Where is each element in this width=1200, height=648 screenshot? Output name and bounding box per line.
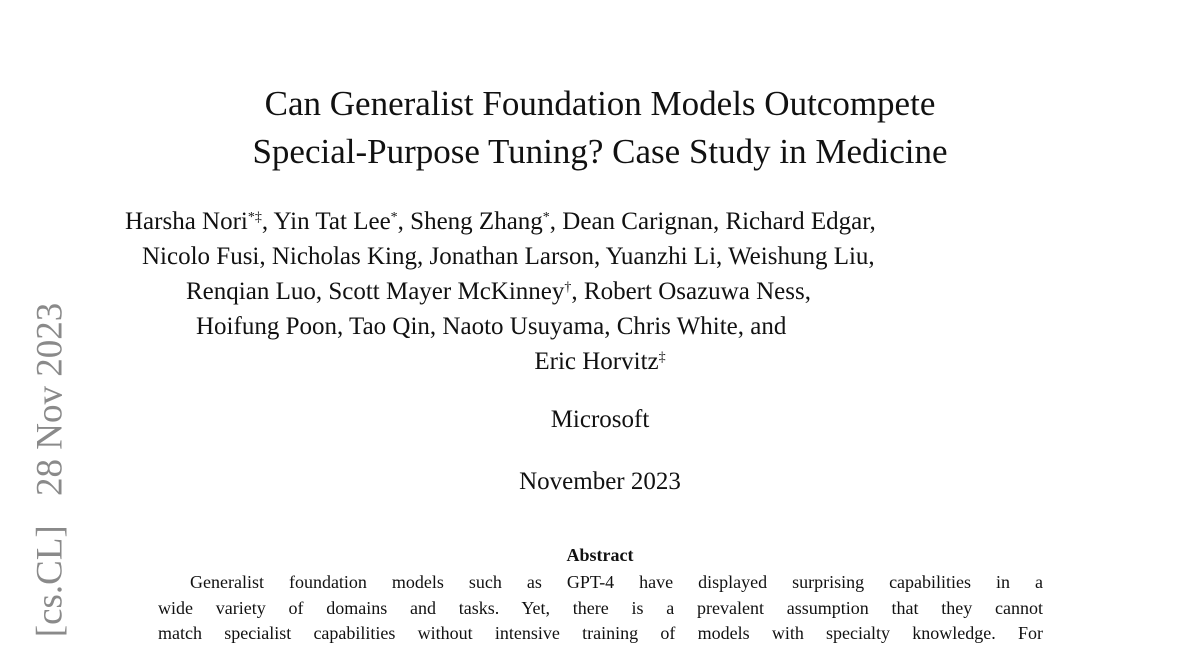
author-line: Harsha Nori*‡, Yin Tat Lee*, Sheng Zhang… [125,204,876,239]
author-line: Renqian Luo, Scott Mayer McKinney†, Robe… [186,274,811,309]
title-line: Can Generalist Foundation Models Outcomp… [264,84,936,123]
author-name: Nicolo Fusi [142,243,260,270]
abstract-text: Generalist foundation models such as GPT… [158,570,1043,647]
author-name: Yuanzhi Li [605,243,717,270]
author-affiliation-mark: * [542,210,550,225]
author-separator: , [336,313,350,340]
author-name: Renqian Luo [186,278,316,305]
author-separator: , [259,243,272,270]
author-separator: , [549,208,563,235]
author-name: Harsha Nori [125,208,248,235]
author-line: Hoifung Poon, Tao Qin, Naoto Usuyama, Ch… [196,309,786,344]
author-separator: , [716,243,729,270]
abstract-heading: Abstract [566,545,634,565]
author-affiliation-mark: * [390,210,398,225]
author-name: Naoto Usuyama [442,313,605,340]
arxiv-stamp: [cs.CL] 28 Nov 2023 [29,293,72,647]
author-name: Jonathan Larson [429,243,595,270]
abstract-line: match specialist capabilities without in… [158,623,1043,643]
author-name: Weishung Liu [728,243,869,270]
author-separator: , [571,278,584,305]
author-name: Richard Edgar [725,208,870,235]
arxiv-date: 28 Nov 2023 [29,302,71,496]
author-separator: , [261,208,274,235]
author-separator: , [869,208,876,235]
title-line: Special-Purpose Tuning? Case Study in Me… [252,132,948,171]
affiliation: Microsoft [550,406,650,433]
arxiv-category: [cs.CL] [29,525,71,638]
author-affiliation-mark: *‡ [247,210,262,225]
paper-title: Can Generalist Foundation Models Outcomp… [0,80,1200,176]
author-separator: , [868,243,875,270]
author-affiliation-mark: † [564,280,572,295]
abstract-line: Generalist foundation models such as GPT… [190,572,1043,592]
author-separator: , [429,313,443,340]
author-name: Robert Osazuwa Ness [583,278,805,305]
author-separator: , and [737,313,787,340]
author-separator: , [604,313,617,340]
author-name: Nicholas King [271,243,417,270]
author-name: Chris White [616,313,738,340]
author-affiliation-mark: ‡ [658,350,666,365]
author-name: Scott Mayer McKinney [328,278,565,305]
author-separator: , [417,243,430,270]
author-separator: , [712,208,726,235]
author-line: Nicolo Fusi, Nicholas King, Jonathan Lar… [142,239,875,274]
author-name: Sheng Zhang [410,208,543,235]
author-name: Dean Carignan [562,208,713,235]
author-name: Tao Qin [349,313,430,340]
author-name: Hoifung Poon [196,313,337,340]
abstract-line: wide variety of domains and tasks. Yet, … [158,597,1043,618]
author-separator: , [804,278,811,305]
author-separator: , [397,208,411,235]
author-separator: , [594,243,606,270]
author-name: Yin Tat Lee [273,208,391,235]
author-separator: , [315,278,329,305]
author-name: Eric Horvitz [534,348,659,375]
paper-date: November 2023 [519,468,681,495]
author-line: Eric Horvitz‡ [0,344,1200,379]
